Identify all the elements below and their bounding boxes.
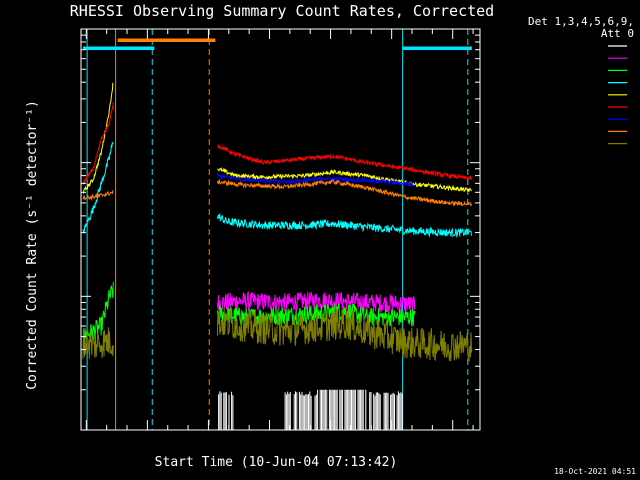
series-line-25-50 <box>82 142 472 239</box>
chart-title: RHESSI Observing Summary Count Rates, Co… <box>70 2 494 20</box>
axes <box>81 28 480 431</box>
flag-bar-2 <box>402 46 472 50</box>
plot-frame <box>80 28 481 431</box>
series-line-300-800 <box>217 172 416 188</box>
x-axis-label: Start Time (10-Jun-04 07:13:42) <box>155 455 398 470</box>
series-line-50-100 <box>82 82 472 194</box>
series-line-7000-15000 <box>82 307 472 362</box>
series-line-6-12 <box>216 290 416 315</box>
flag-bar-1 <box>83 46 155 50</box>
series-line-800-7000 <box>82 178 472 207</box>
legend-header-line-1: Det 1,3,4,5,6,9, <box>528 15 634 28</box>
series-line-3-6 <box>218 389 403 430</box>
plot-area <box>82 29 472 430</box>
flag-bar-0 <box>117 38 216 42</box>
y-axis-label: Corrected Count Rate (s⁻¹ detector⁻¹) <box>25 100 40 390</box>
timestamp: 18-Oct-2021 04:51 <box>554 467 636 476</box>
series-line-100-300 <box>82 102 472 186</box>
legend-header-line-2: Att 0 <box>601 27 634 40</box>
legend <box>608 45 627 145</box>
